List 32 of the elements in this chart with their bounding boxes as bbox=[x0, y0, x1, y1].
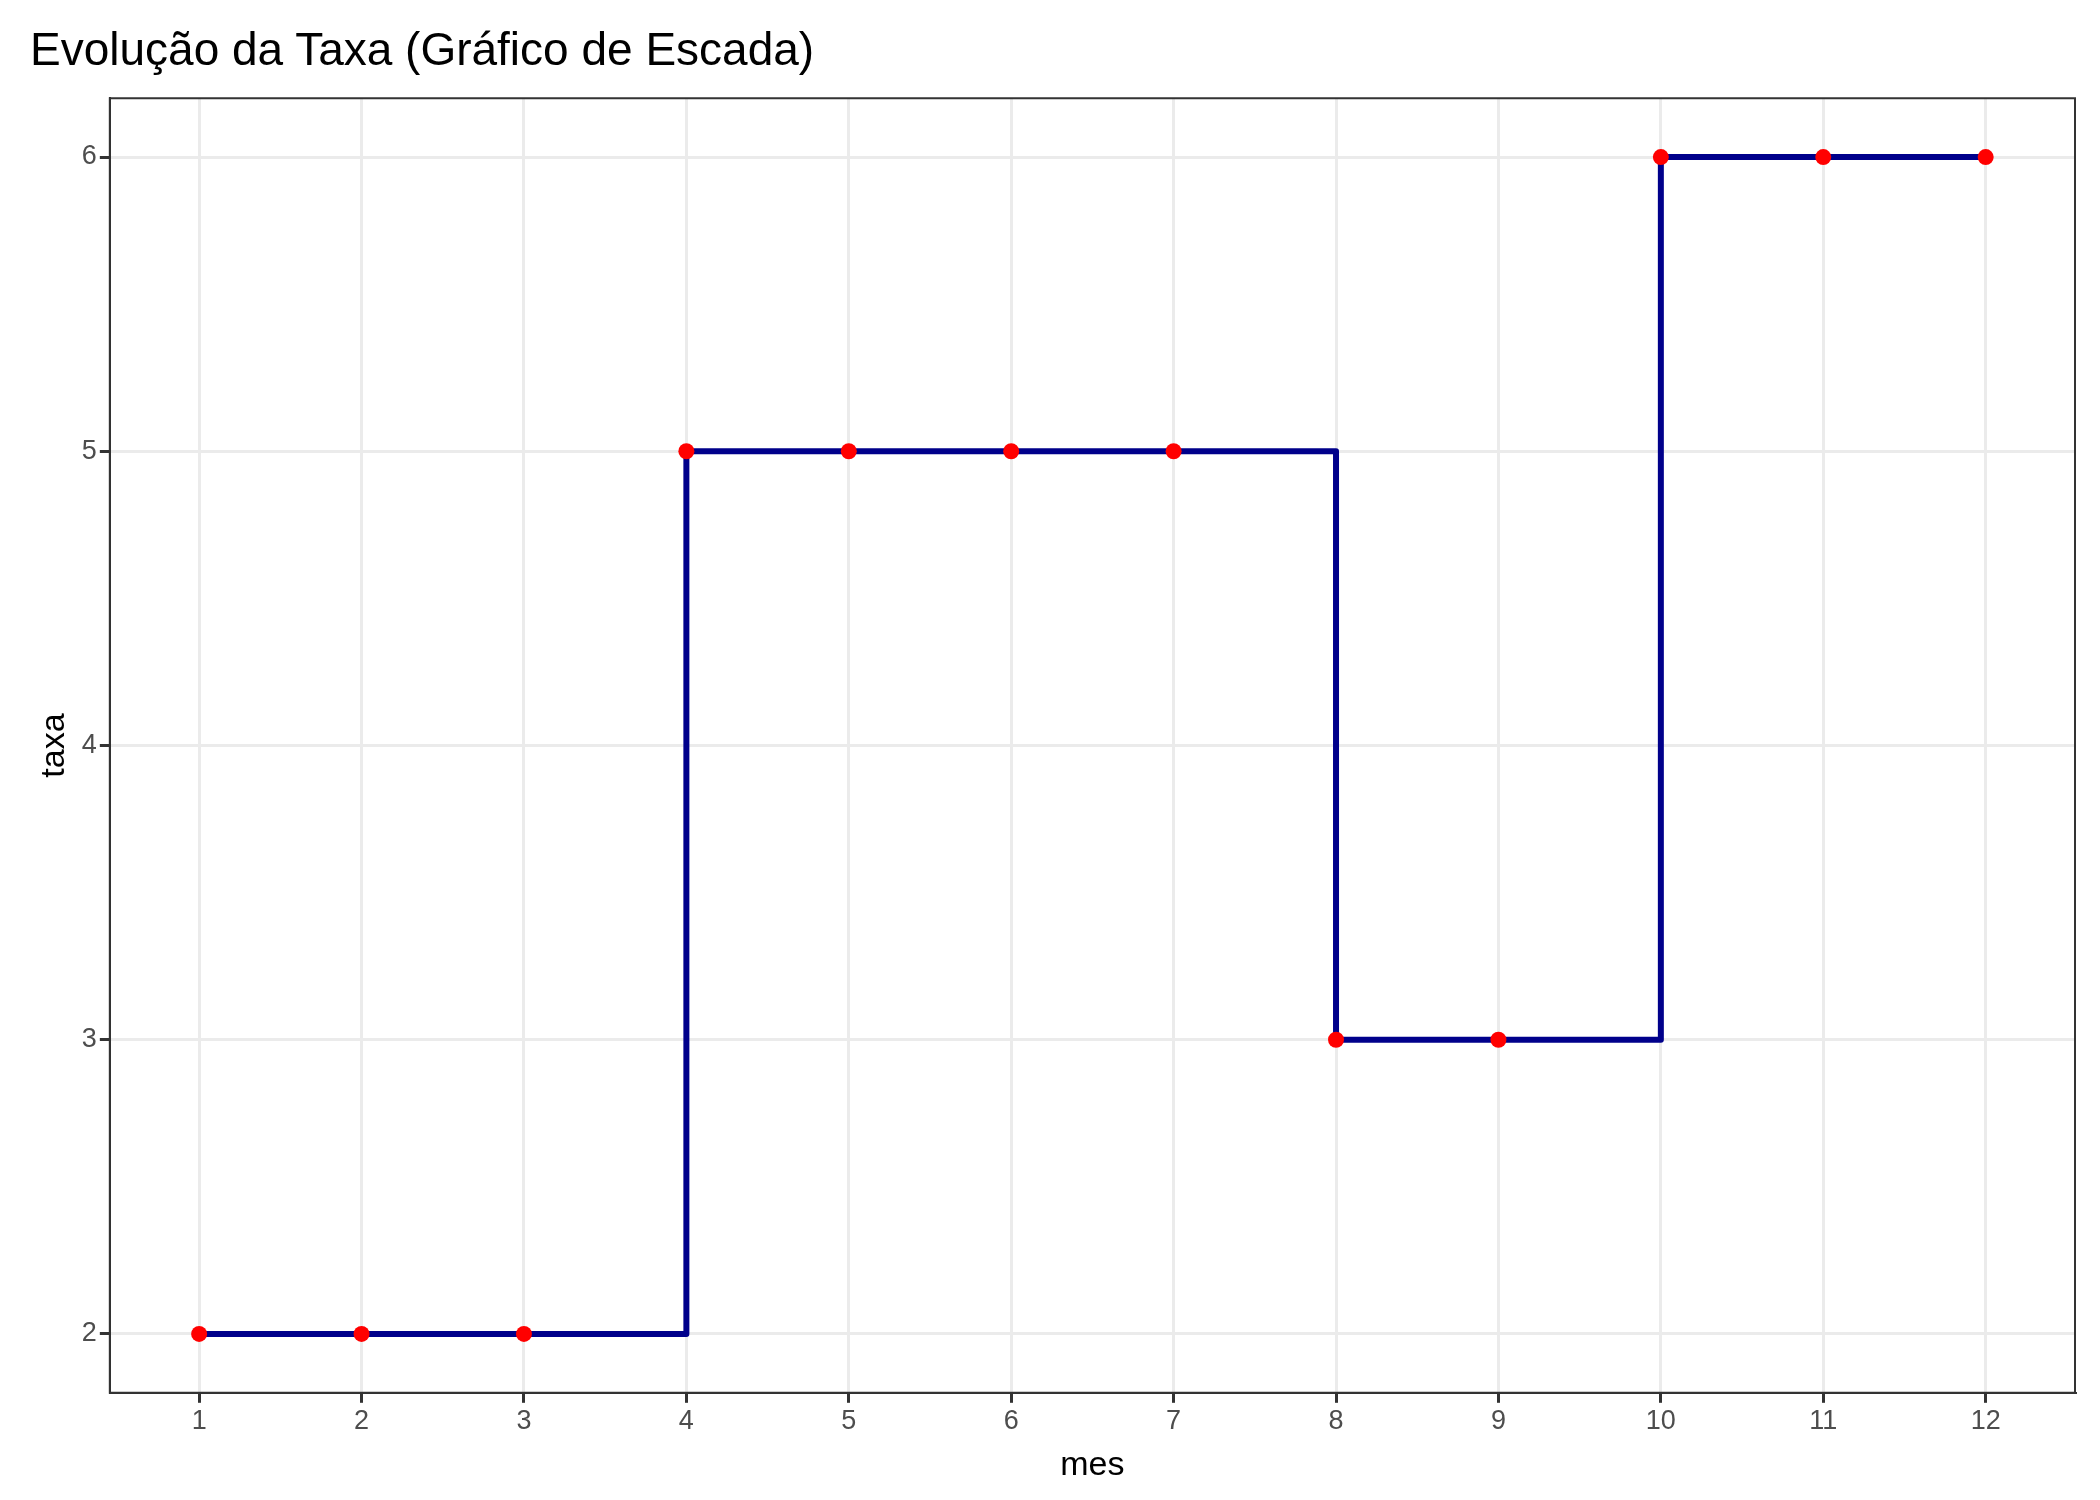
x-tick-label: 9 bbox=[1490, 1405, 1506, 1436]
x-tick-label: 11 bbox=[1809, 1405, 1838, 1436]
y-tick-label: 6 bbox=[81, 140, 97, 171]
point bbox=[515, 1325, 532, 1342]
x-tick-label: 4 bbox=[678, 1405, 694, 1436]
x-axis-title: mes bbox=[1060, 1443, 1125, 1482]
chart-title: Evolução da Taxa (Gráfico de Escada) bbox=[30, 23, 815, 76]
x-tick-label: 6 bbox=[1003, 1405, 1019, 1436]
point bbox=[353, 1325, 370, 1342]
y-tick-label: 5 bbox=[81, 434, 97, 465]
x-tick-label: 10 bbox=[1645, 1405, 1676, 1436]
point bbox=[840, 443, 857, 460]
y-tick-label: 3 bbox=[81, 1023, 97, 1054]
x-tick-label: 12 bbox=[1970, 1405, 2001, 1436]
point bbox=[1490, 1031, 1507, 1048]
y-axis-title: taxa bbox=[32, 713, 71, 778]
point bbox=[191, 1325, 208, 1342]
x-tick-label: 8 bbox=[1328, 1405, 1344, 1436]
point bbox=[1328, 1031, 1345, 1048]
x-tick-label: 7 bbox=[1166, 1405, 1182, 1436]
y-tick-label: 2 bbox=[81, 1317, 97, 1348]
y-tick-label: 4 bbox=[81, 728, 97, 759]
x-tick-label: 5 bbox=[841, 1405, 857, 1436]
x-tick-label: 3 bbox=[516, 1405, 532, 1436]
point bbox=[1165, 443, 1182, 460]
point bbox=[1815, 149, 1832, 166]
point bbox=[1003, 443, 1020, 460]
x-tick-label: 2 bbox=[354, 1405, 370, 1436]
x-tick-label: 1 bbox=[191, 1405, 207, 1436]
point bbox=[1652, 149, 1669, 166]
point bbox=[678, 443, 695, 460]
point bbox=[1977, 149, 1994, 166]
